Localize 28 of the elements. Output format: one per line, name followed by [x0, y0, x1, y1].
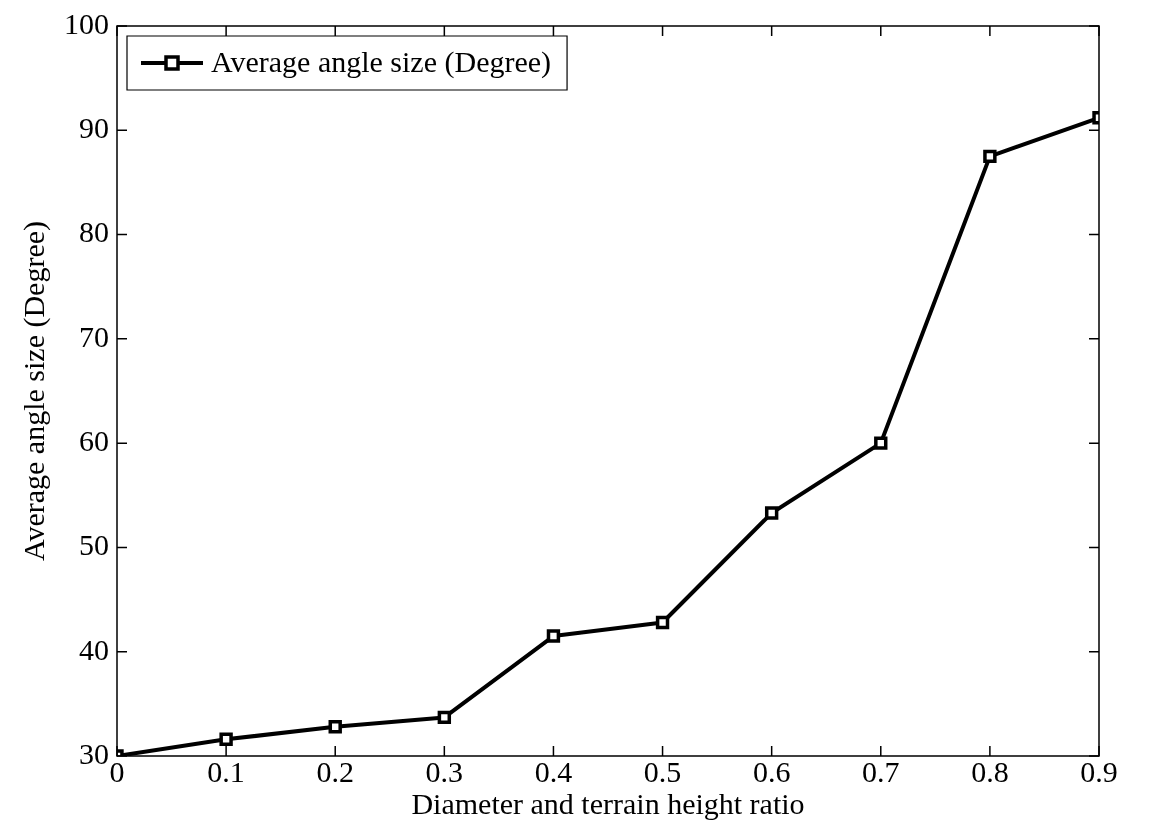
- y-tick-label: 90: [79, 111, 109, 145]
- y-tick-label: 70: [79, 319, 109, 353]
- y-tick-label: 30: [79, 736, 109, 770]
- y-tick-label: 80: [79, 215, 109, 249]
- legend-label: Average angle size (Degree): [211, 44, 552, 79]
- x-tick-label: 0.8: [971, 754, 1009, 788]
- y-tick-label: 50: [79, 528, 109, 562]
- y-tick-label: 100: [64, 6, 109, 40]
- x-tick-label: 0.5: [643, 754, 682, 788]
- x-tick-label: 0: [109, 754, 125, 788]
- x-tick-label: 0.2: [316, 754, 354, 788]
- point: [219, 732, 233, 747]
- y-tick-label: 60: [79, 424, 109, 458]
- point: [546, 629, 561, 643]
- point: [437, 710, 452, 725]
- x-axis-title: Diameter and terrain height ratio: [411, 786, 805, 820]
- x-tick-label: 0.1: [207, 754, 245, 788]
- x-tick-label: 0.3: [425, 754, 464, 788]
- point: [655, 615, 670, 630]
- point: [983, 149, 997, 164]
- x-tick-label: 0.6: [752, 754, 791, 788]
- x-tick-label: 0.4: [534, 754, 573, 788]
- y-tick-label: 40: [79, 632, 109, 666]
- point: [874, 436, 888, 450]
- y-axis-title: Average angle size (Degree): [16, 220, 51, 562]
- x-tick-label: 0.7: [862, 754, 900, 788]
- point: [764, 506, 779, 520]
- point: [328, 720, 342, 734]
